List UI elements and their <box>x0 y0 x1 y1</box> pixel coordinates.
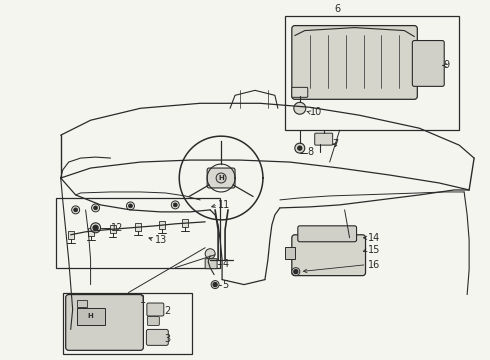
Text: 8: 8 <box>308 147 314 157</box>
Bar <box>63 293 192 354</box>
FancyBboxPatch shape <box>66 294 144 350</box>
Text: 12: 12 <box>111 223 123 233</box>
FancyBboxPatch shape <box>292 26 417 99</box>
Circle shape <box>298 146 302 150</box>
Text: 14: 14 <box>368 233 380 243</box>
Bar <box>76 300 87 306</box>
FancyBboxPatch shape <box>292 87 308 97</box>
Text: H: H <box>218 175 224 181</box>
Text: 2: 2 <box>164 306 171 316</box>
Text: H: H <box>88 314 94 319</box>
Text: 5: 5 <box>222 280 228 289</box>
Text: 13: 13 <box>155 235 168 245</box>
Circle shape <box>91 223 100 233</box>
Bar <box>76 307 104 325</box>
Text: 15: 15 <box>368 245 380 255</box>
Bar <box>56 198 220 268</box>
Circle shape <box>292 268 300 276</box>
Text: 10: 10 <box>310 107 322 117</box>
Text: 7: 7 <box>333 139 339 149</box>
Text: 3: 3 <box>164 334 171 345</box>
Circle shape <box>92 204 99 212</box>
FancyBboxPatch shape <box>207 168 235 188</box>
Circle shape <box>74 208 77 212</box>
Circle shape <box>211 280 219 289</box>
Circle shape <box>172 201 179 209</box>
Circle shape <box>294 102 306 114</box>
Circle shape <box>94 206 98 210</box>
Circle shape <box>216 173 226 183</box>
FancyBboxPatch shape <box>147 303 164 316</box>
FancyBboxPatch shape <box>147 316 159 325</box>
Bar <box>285 15 459 130</box>
Bar <box>182 219 188 227</box>
Circle shape <box>213 283 217 287</box>
Bar <box>159 221 165 229</box>
Text: 11: 11 <box>218 200 230 210</box>
Bar <box>135 223 142 231</box>
Circle shape <box>295 143 305 153</box>
Circle shape <box>205 249 215 259</box>
FancyBboxPatch shape <box>413 41 444 86</box>
Circle shape <box>128 204 132 208</box>
Circle shape <box>294 270 298 274</box>
Text: 6: 6 <box>335 4 341 14</box>
Text: 9: 9 <box>443 60 449 71</box>
Text: 4: 4 <box>222 259 228 269</box>
Circle shape <box>72 206 80 214</box>
Bar <box>110 225 116 233</box>
Bar <box>68 231 74 239</box>
Circle shape <box>173 203 177 207</box>
FancyBboxPatch shape <box>147 329 168 345</box>
FancyBboxPatch shape <box>205 259 217 269</box>
FancyBboxPatch shape <box>315 133 333 145</box>
Circle shape <box>126 202 134 210</box>
Bar <box>285 247 295 259</box>
Text: 1: 1 <box>141 294 147 305</box>
Text: 16: 16 <box>368 260 380 270</box>
Bar <box>88 228 94 236</box>
Circle shape <box>93 225 98 230</box>
FancyBboxPatch shape <box>298 226 357 242</box>
FancyBboxPatch shape <box>292 235 366 276</box>
